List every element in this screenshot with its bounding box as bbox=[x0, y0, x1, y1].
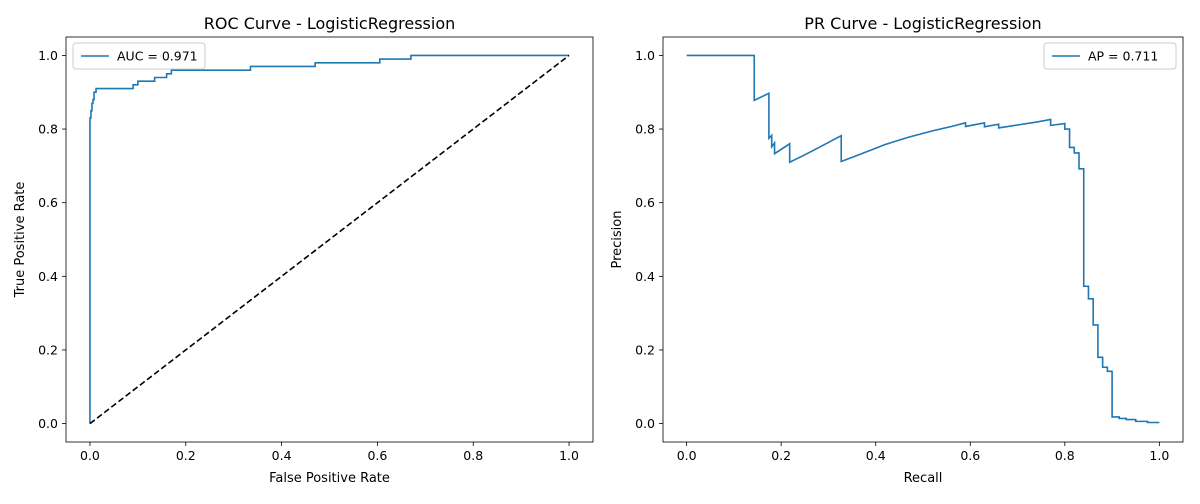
roc-ytick-label: 1.0 bbox=[38, 48, 58, 63]
pr-legend-label: AP = 0.711 bbox=[1088, 49, 1158, 64]
roc-xtick-label: 0.6 bbox=[367, 448, 387, 463]
roc-axes-frame bbox=[65, 36, 594, 443]
roc-legend-box bbox=[72, 42, 206, 70]
pr-ytick-label: 0.2 bbox=[635, 342, 655, 357]
roc-xtick-label: 0.4 bbox=[272, 448, 292, 463]
pr-xtick-label: 0.8 bbox=[1055, 448, 1075, 463]
pr-xtick-label: 0.2 bbox=[771, 448, 791, 463]
pr-axes-frame bbox=[662, 36, 1184, 443]
roc-ylabel: True Positive Rate bbox=[13, 182, 28, 299]
roc-ytick-label: 0.8 bbox=[38, 122, 58, 137]
pr-title: PR Curve - LogisticRegression bbox=[804, 14, 1041, 33]
pr-xtick-label: 1.0 bbox=[1149, 448, 1169, 463]
roc-xtick-label: 0.8 bbox=[463, 448, 483, 463]
pr-legend-box bbox=[1043, 42, 1177, 70]
roc-ytick-label: 0.4 bbox=[38, 269, 58, 284]
pr-ylabel: Precision bbox=[610, 210, 625, 268]
pr-ytick-label: 0.6 bbox=[635, 195, 655, 210]
roc-xtick-label: 0.0 bbox=[80, 448, 100, 463]
roc-legend: AUC = 0.971 bbox=[72, 42, 206, 70]
pr-ytick-label: 0.0 bbox=[635, 416, 655, 431]
roc-series-line-0 bbox=[89, 54, 570, 424]
pr-xtick-label: 0.4 bbox=[866, 448, 886, 463]
pr-ytick-label: 0.8 bbox=[635, 122, 655, 137]
roc-title: ROC Curve - LogisticRegression bbox=[204, 14, 456, 33]
pr-series-line-0 bbox=[686, 54, 1160, 424]
roc-ytick-label: 0.0 bbox=[38, 416, 58, 431]
pr-xtick-label: 0.0 bbox=[677, 448, 697, 463]
roc-series-line-1 bbox=[89, 54, 570, 425]
roc-legend-label: AUC = 0.971 bbox=[117, 49, 198, 64]
roc-subplot: ROC Curve - LogisticRegression 0.0 0.2 0.4 0… bbox=[13, 14, 594, 486]
roc-xtick-label: 0.2 bbox=[176, 448, 196, 463]
pr-xlabel: Recall bbox=[904, 471, 943, 486]
pr-ytick-label: 1.0 bbox=[635, 48, 655, 63]
roc-xtick-label: 1.0 bbox=[559, 448, 579, 463]
pr-legend: AP = 0.711 bbox=[1043, 42, 1177, 70]
roc-ytick-label: 0.6 bbox=[38, 195, 58, 210]
pr-subplot: PR Curve - LogisticRegression 0.0 0.2 0.4 0.… bbox=[610, 14, 1184, 486]
pr-xtick-label: 0.6 bbox=[960, 448, 980, 463]
pr-ytick-label: 0.4 bbox=[635, 269, 655, 284]
roc-ytick-label: 0.2 bbox=[38, 342, 58, 357]
roc-xlabel: False Positive Rate bbox=[269, 471, 390, 486]
